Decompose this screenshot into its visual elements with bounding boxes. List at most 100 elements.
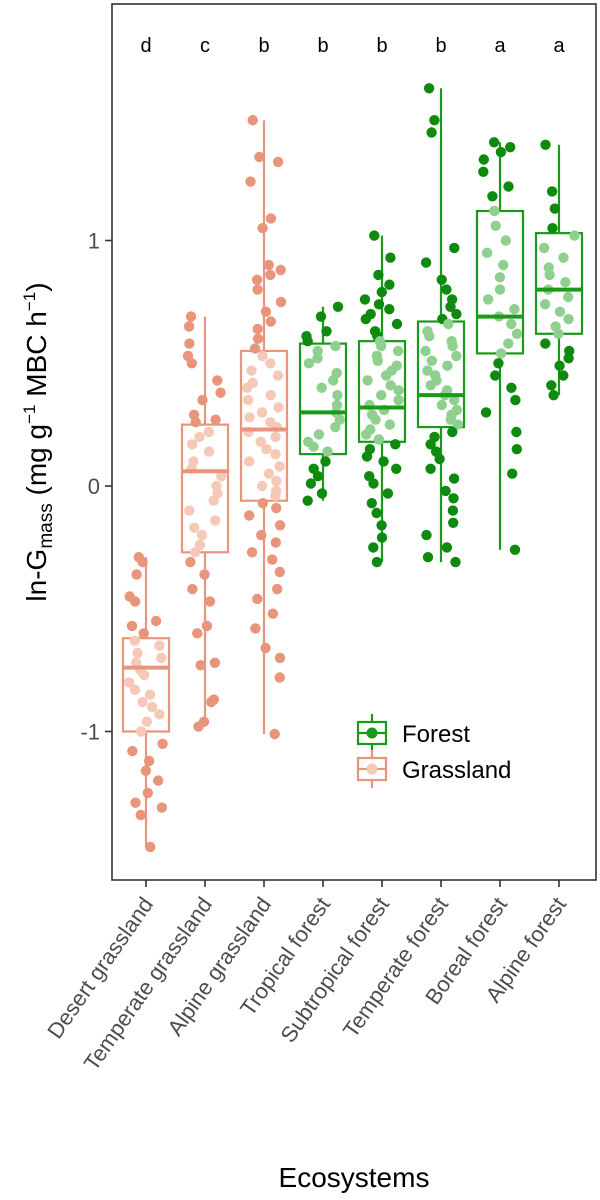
data-point [305,478,317,489]
significance-letter: b [317,35,328,57]
data-point [209,657,221,668]
x-tick-label: Desert grassland [42,893,158,1044]
data-point [376,390,387,401]
data-point [359,294,371,305]
data-point [424,331,435,342]
data-point [547,223,558,234]
data-point [186,358,197,369]
data-point [260,642,271,654]
y-title-close: ) [21,282,52,291]
data-point [265,213,277,224]
data-point [308,441,319,452]
data-point [215,387,226,398]
data-point [478,154,489,165]
data-point [216,471,227,482]
data-point [129,684,141,695]
data-point [448,473,460,484]
data-point [185,556,196,568]
data-point [137,696,148,708]
data-point [509,304,520,315]
data-point [320,456,331,467]
data-point [270,490,281,501]
data-point [509,544,521,555]
y-title-unit-a: (mg g [21,424,52,503]
data-point [480,407,492,418]
significance-letter: a [494,35,506,57]
data-point [384,419,395,430]
x-tick-label: Subtropical forest [275,893,394,1048]
data-point [242,394,254,406]
data-point [393,385,404,396]
data-point [127,745,138,757]
data-point [241,382,253,393]
legend-label-grassland: Grassland [402,757,511,784]
significance-letter: b [435,35,446,57]
data-point [250,623,261,634]
legend: Forest Grassland [356,714,511,788]
data-point [481,247,493,258]
data-point [332,301,344,312]
data-point [303,358,315,369]
data-point [272,156,284,168]
data-point [563,291,574,303]
data-point [210,414,221,425]
data-point [366,498,377,509]
data-point [488,137,500,148]
y-title-superscript-a: −1 [20,405,39,424]
data-point [252,333,264,344]
data-point [368,478,379,489]
data-point [505,142,516,153]
data-point [447,426,458,438]
data-point [493,358,504,369]
data-point [269,728,280,740]
data-point [558,370,569,381]
data-point [195,660,206,671]
data-point [563,353,574,364]
data-point [254,151,265,163]
data-point [449,394,460,406]
data-point [546,186,558,197]
data-point [140,765,152,776]
data-point [150,615,162,627]
data-point [452,419,464,430]
data-point [316,488,328,499]
data-point [490,370,501,381]
data-point [271,475,282,487]
box-alpine-grassland [239,115,289,740]
data-point [252,284,263,295]
data-point [372,355,383,366]
data-point [274,566,285,578]
data-point [247,115,258,126]
data-point [368,542,379,553]
data-point [330,340,341,352]
data-point [267,608,279,619]
data-point [451,308,462,320]
data-point [199,569,210,580]
data-point [544,269,555,281]
data-point [450,556,461,568]
plot-panel-border [111,3,597,881]
data-point [360,313,371,325]
data-point [263,468,275,479]
box-temperate-grassland [180,311,230,732]
data-point [376,520,387,531]
data-point [270,431,281,443]
data-point [204,596,216,607]
data-point [184,338,195,349]
data-point [271,502,282,514]
data-point [130,797,141,808]
legend-label-forest: Forest [402,721,470,748]
y-tick-label: -1 [80,720,100,745]
data-point [447,340,458,352]
data-point [251,274,263,285]
data-point [129,596,141,607]
data-point [478,166,489,177]
data-point [371,507,382,519]
data-point [255,436,266,447]
data-point [426,355,437,366]
data-point [190,417,201,428]
data-point [192,628,203,639]
legend-item-forest: Forest [356,714,470,752]
data-point [569,230,580,241]
